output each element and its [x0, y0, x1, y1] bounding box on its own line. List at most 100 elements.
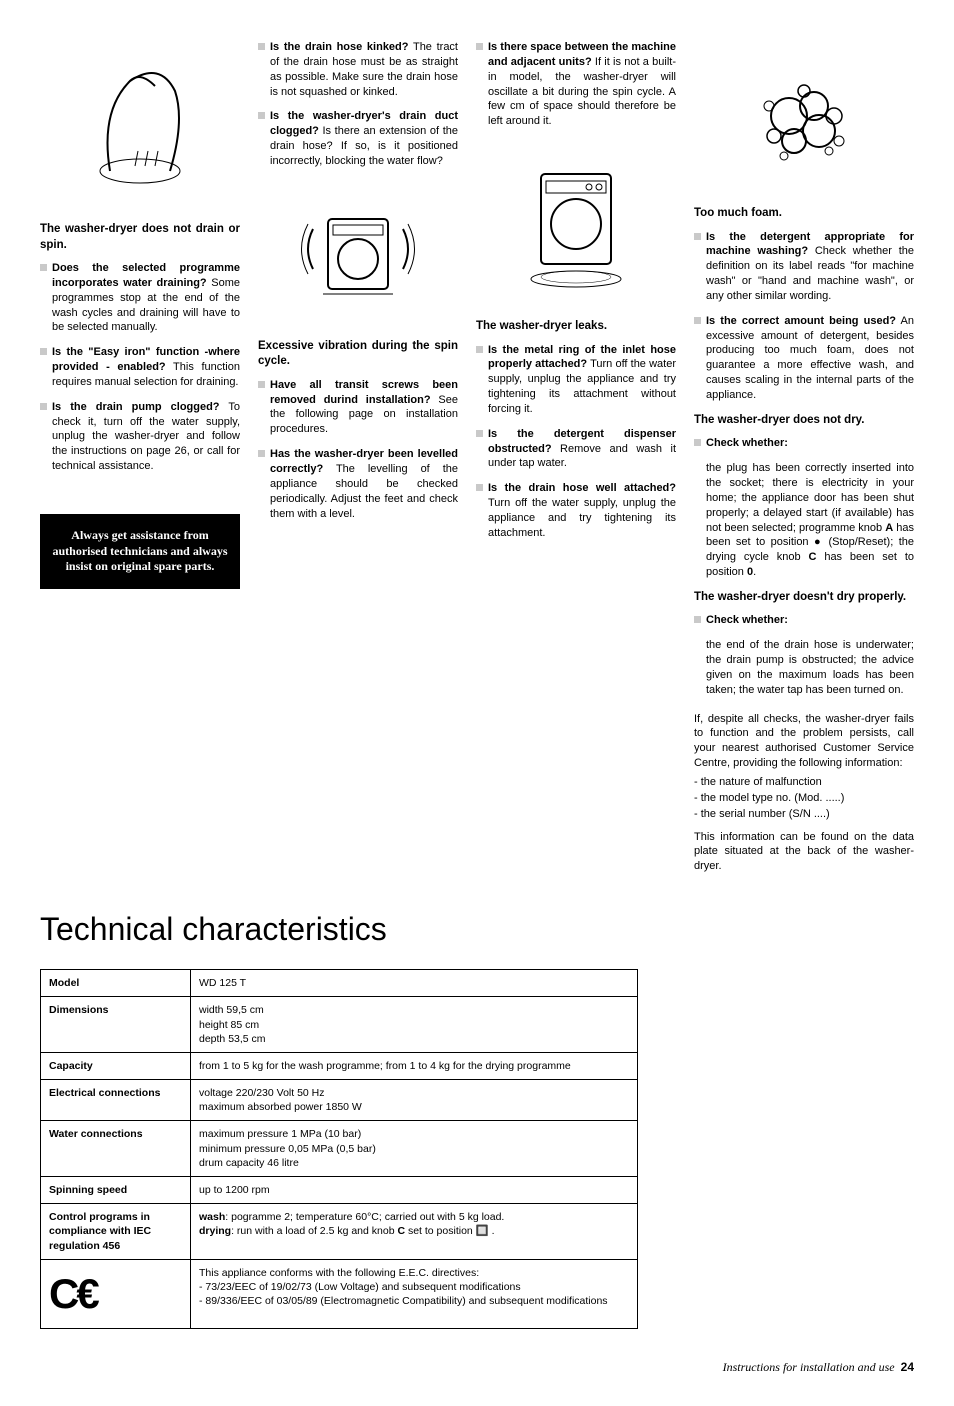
heading-vibration: Excessive vibration during the spin cycl…: [258, 339, 458, 370]
bullet-square-icon: [694, 616, 701, 623]
table-row: ModelWD 125 T: [41, 970, 638, 997]
bullet-text: Does the selected programme incorporates…: [52, 261, 240, 335]
spec-value: from 1 to 5 kg for the wash programme; f…: [191, 1052, 638, 1079]
spec-value: WD 125 T: [191, 970, 638, 997]
bullet-text: Is the drain hose kinked? The tract of t…: [270, 40, 458, 99]
ce-mark-icon: C€: [41, 1259, 191, 1329]
bullet-square-icon: [476, 346, 483, 353]
vibration-image: [258, 179, 458, 329]
heading-no-dry: The washer-dryer does not dry.: [694, 413, 914, 429]
spec-label: Spinning speed: [41, 1176, 191, 1203]
spec-value: voltage 220/230 Volt 50 Hzmaximum absorb…: [191, 1080, 638, 1121]
bullet-text: Have all transit screws been removed dur…: [270, 378, 458, 437]
column-2: Is the drain hose kinked? The tract of t…: [258, 40, 458, 874]
bullet-text: Is the correct amount being used? An exc…: [706, 314, 914, 403]
bullets-col2-bottom: Have all transit screws been removed dur…: [258, 378, 458, 522]
spec-label: Capacity: [41, 1052, 191, 1079]
txt-a: the plug has been correctly inserted int…: [706, 462, 914, 533]
bullet-text: Is the metal ring of the inlet hose prop…: [488, 343, 676, 417]
heading-foam: Too much foam.: [694, 206, 914, 222]
bullet-item: Is the drain hose kinked? The tract of t…: [258, 40, 458, 99]
bullet-item: Is the drain pump clogged? To check it, …: [40, 400, 240, 474]
column-3: Is there space between the machine and a…: [476, 40, 676, 874]
bullet-item: Is the washer-dryer's drain duct clogged…: [258, 109, 458, 168]
spec-value: width 59,5 cmheight 85 cmdepth 53,5 cm: [191, 997, 638, 1053]
bullet-item: Has the washer-dryer been levelled corre…: [258, 447, 458, 521]
spec-value: wash: pogramme 2; temperature 60°C; carr…: [191, 1204, 638, 1260]
bullet-text: Is the detergent dispenser obstructed? R…: [488, 427, 676, 472]
bullet-square-icon: [40, 264, 47, 271]
table-row: Spinning speedup to 1200 rpm: [41, 1176, 638, 1203]
spec-label: Control programs in compliance with IEC …: [41, 1204, 191, 1260]
table-row: Control programs in compliance with IEC …: [41, 1204, 638, 1260]
service-footer-text: This information can be found on the dat…: [694, 830, 914, 875]
service-list-item: - the serial number (S/N ....): [694, 807, 914, 822]
page-number: 24: [901, 1360, 914, 1374]
heading-leaks: The washer-dryer leaks.: [476, 319, 676, 335]
bullet-square-icon: [694, 439, 701, 446]
spec-label: Dimensions: [41, 997, 191, 1053]
table-row: Water connectionsmaximum pressure 1 MPa …: [41, 1121, 638, 1177]
table-row: Electrical connectionsvoltage 220/230 Vo…: [41, 1080, 638, 1121]
bullets-col3-bottom: Is the metal ring of the inlet hose prop…: [476, 343, 676, 541]
bullet-item: Is the correct amount being used? An exc…: [694, 314, 914, 403]
table-row: Dimensionswidth 59,5 cmheight 85 cmdepth…: [41, 997, 638, 1053]
bullet-text: Check whether:: [706, 613, 914, 628]
bullets-col2-top: Is the drain hose kinked? The tract of t…: [258, 40, 458, 169]
bullet-square-icon: [694, 317, 701, 324]
bullet-square-icon: [40, 403, 47, 410]
bullet-square-icon: [476, 430, 483, 437]
spec-label: Electrical connections: [41, 1080, 191, 1121]
bullet-text: Check whether:: [706, 436, 914, 451]
service-list: - the nature of malfunction- the model t…: [694, 775, 914, 822]
bullet-text: Is there space between the machine and a…: [488, 40, 676, 129]
bullets-not-dry-properly: Check whether:: [694, 613, 914, 628]
callout-spare-parts: Always get assistance from authorised te…: [40, 514, 240, 589]
check-not-dry-text: the end of the drain hose is underwater;…: [706, 638, 914, 697]
bullet-square-icon: [476, 484, 483, 491]
page-footer: Instructions for installation and use 24: [40, 1359, 914, 1375]
knob-a: A: [885, 522, 893, 534]
troubleshooting-columns: The washer-dryer does not drain or spin.…: [40, 40, 914, 874]
spec-label: Water connections: [41, 1121, 191, 1177]
bullet-text: Is the drain hose well attached? Turn of…: [488, 481, 676, 540]
leak-image: [476, 139, 676, 309]
bullet-item: Is the metal ring of the inlet hose prop…: [476, 343, 676, 417]
heading-no-drain: The washer-dryer does not drain or spin.: [40, 222, 240, 253]
bullet-item: Does the selected programme incorporates…: [40, 261, 240, 335]
bullet-text: Has the washer-dryer been levelled corre…: [270, 447, 458, 521]
bullet-square-icon: [258, 381, 265, 388]
tech-title: Technical characteristics: [40, 908, 914, 951]
bullet-square-icon: [258, 43, 265, 50]
foam-image: [694, 46, 914, 196]
table-row-ce: C€This appliance conforms with the follo…: [41, 1259, 638, 1329]
bullet-square-icon: [694, 233, 701, 240]
check-no-dry-text: the plug has been correctly inserted int…: [706, 461, 914, 580]
bullet-item: Is there space between the machine and a…: [476, 40, 676, 129]
spec-label: Model: [41, 970, 191, 997]
bullet-item: Is the drain hose well attached? Turn of…: [476, 481, 676, 540]
service-text: If, despite all checks, the washer-dryer…: [694, 712, 914, 771]
bullets-foam: Is the detergent appropriate for machine…: [694, 230, 914, 403]
spec-value: up to 1200 rpm: [191, 1176, 638, 1203]
service-list-item: - the model type no. (Mod. .....): [694, 791, 914, 806]
bullet-item: Is the "Easy iron" function -where provi…: [40, 345, 240, 390]
txt-d: .: [753, 566, 756, 578]
bullet-square-icon: [258, 450, 265, 457]
bullet-item: Is the detergent dispenser obstructed? R…: [476, 427, 676, 472]
bullets-col3-top: Is there space between the machine and a…: [476, 40, 676, 129]
bullet-square-icon: [40, 348, 47, 355]
table-row: Capacityfrom 1 to 5 kg for the wash prog…: [41, 1052, 638, 1079]
bullet-item: Check whether:: [694, 613, 914, 628]
bullet-item: Have all transit screws been removed dur…: [258, 378, 458, 437]
bullet-square-icon: [476, 43, 483, 50]
spec-value: maximum pressure 1 MPa (10 bar)minimum p…: [191, 1121, 638, 1177]
spec-table: ModelWD 125 TDimensionswidth 59,5 cmheig…: [40, 969, 638, 1329]
drain-image: [80, 46, 200, 206]
footer-text: Instructions for installation and use: [723, 1360, 895, 1374]
bullets-no-dry: Check whether:: [694, 436, 914, 451]
bullet-text: Is the detergent appropriate for machine…: [706, 230, 914, 304]
bullet-item: Is the detergent appropriate for machine…: [694, 230, 914, 304]
bullet-text: Is the washer-dryer's drain duct clogged…: [270, 109, 458, 168]
bullet-text: Is the "Easy iron" function -where provi…: [52, 345, 240, 390]
